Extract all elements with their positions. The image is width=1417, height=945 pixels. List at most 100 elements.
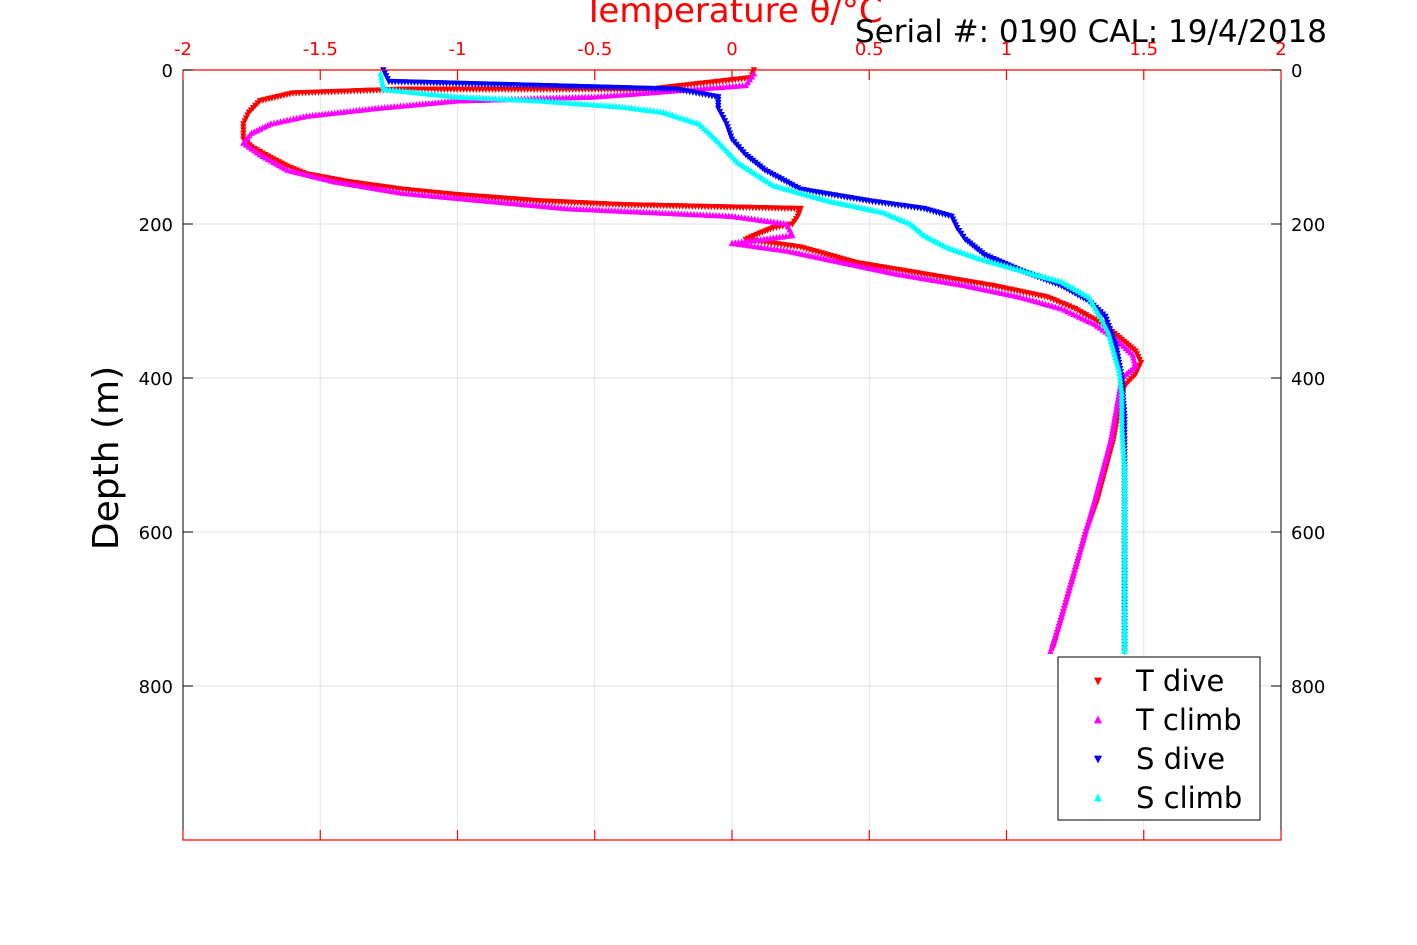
data-point xyxy=(1121,628,1128,635)
data-point xyxy=(1121,479,1128,487)
y-tick-label-right: 600 xyxy=(1291,523,1325,544)
y-tick-label-left: 400 xyxy=(139,369,173,390)
data-point xyxy=(1121,638,1128,645)
data-point xyxy=(1120,450,1127,457)
data-point xyxy=(1121,573,1128,581)
data-point xyxy=(1119,443,1127,450)
legend-marker xyxy=(1093,715,1103,724)
data-point xyxy=(1121,641,1128,648)
x-tick-label: 2 xyxy=(1275,39,1286,60)
data-point xyxy=(1121,502,1128,509)
chart-title: Temperature θ/°C xyxy=(582,0,882,31)
legend-label: T climb xyxy=(1135,703,1242,737)
data-point xyxy=(1119,430,1126,437)
data-point xyxy=(1121,615,1128,622)
data-point xyxy=(1121,583,1128,590)
legend-label: S dive xyxy=(1136,742,1225,776)
y-tick-label-left: 800 xyxy=(139,677,173,698)
data-point xyxy=(1121,538,1128,545)
data-point xyxy=(1121,612,1128,619)
data-point xyxy=(379,82,387,89)
data-point xyxy=(1109,426,1116,434)
data-point xyxy=(1121,534,1128,542)
data-point xyxy=(1121,466,1128,474)
data-point xyxy=(1121,508,1128,516)
data-point xyxy=(1121,544,1128,551)
data-point xyxy=(1121,470,1128,477)
data-point xyxy=(1121,622,1128,629)
data-point xyxy=(1120,453,1127,460)
data-point xyxy=(1110,420,1117,427)
y-tick-label-right: 200 xyxy=(1291,215,1325,236)
x-tick-label: -2 xyxy=(174,39,192,60)
data-point xyxy=(1121,647,1128,655)
data-point xyxy=(1121,489,1128,496)
data-point xyxy=(1121,560,1128,568)
data-point xyxy=(1108,432,1115,440)
data-point xyxy=(1121,495,1128,503)
y-tick-label-left: 600 xyxy=(139,523,173,544)
data-point xyxy=(1121,577,1128,584)
data-point xyxy=(1121,518,1128,525)
legend-marker xyxy=(1093,793,1103,802)
data-point xyxy=(1121,505,1128,513)
data-point xyxy=(1119,437,1127,444)
data-point xyxy=(1109,423,1117,430)
data-point xyxy=(1121,609,1128,616)
data-point xyxy=(1121,499,1128,506)
data-point xyxy=(1121,554,1128,561)
series-t-dive xyxy=(240,67,1145,652)
data-point xyxy=(1121,593,1128,600)
data-point xyxy=(1121,541,1128,548)
data-point xyxy=(1108,429,1116,437)
legend-marker xyxy=(1093,755,1103,764)
data-point xyxy=(1117,379,1124,387)
series-t-climb xyxy=(240,70,1139,655)
data-point xyxy=(379,79,386,86)
data-point xyxy=(1121,625,1128,632)
data-point xyxy=(1121,476,1128,483)
legend-marker xyxy=(1093,677,1103,686)
data-point xyxy=(1121,512,1128,519)
data-point xyxy=(1114,399,1121,406)
data-point xyxy=(1119,440,1127,447)
data-point xyxy=(1047,647,1054,655)
x-tick-label: 0 xyxy=(726,39,737,60)
y-tick-label-right: 800 xyxy=(1291,677,1325,698)
data-point xyxy=(1111,414,1118,421)
y-tick-label-right: 0 xyxy=(1291,61,1302,82)
serial-annotation: Serial #: 0190 CAL: 19/4/2018 xyxy=(855,14,1327,50)
x-tick-label: -1 xyxy=(449,39,467,60)
x-tick-label: -1.5 xyxy=(303,39,338,60)
data-point xyxy=(1116,376,1124,383)
data-point xyxy=(1110,417,1118,424)
data-point xyxy=(1121,486,1128,493)
data-point xyxy=(1121,567,1128,574)
data-point xyxy=(1121,547,1128,555)
data-point xyxy=(1115,366,1123,373)
data-point xyxy=(1111,411,1119,418)
y-axis-label: Depth (m) xyxy=(86,366,127,550)
data-point xyxy=(1113,402,1121,409)
y-tick-label-left: 200 xyxy=(139,215,173,236)
data-point xyxy=(1112,408,1119,415)
data-point xyxy=(1121,525,1128,532)
data-point xyxy=(1121,596,1128,603)
data-point xyxy=(1121,644,1128,651)
data-point xyxy=(1120,460,1128,467)
data-point xyxy=(1121,492,1128,500)
data-point xyxy=(1116,370,1123,377)
data-point xyxy=(1121,606,1128,613)
x-tick-label: -0.5 xyxy=(577,39,612,60)
data-point xyxy=(1118,420,1126,427)
data-point xyxy=(1121,580,1128,587)
data-point xyxy=(1121,531,1128,538)
data-point xyxy=(1121,634,1128,642)
data-point xyxy=(1121,586,1128,594)
data-point xyxy=(1121,599,1128,606)
data-point xyxy=(1121,551,1128,558)
legend-label: T dive xyxy=(1135,664,1224,698)
data-point xyxy=(1121,564,1128,571)
